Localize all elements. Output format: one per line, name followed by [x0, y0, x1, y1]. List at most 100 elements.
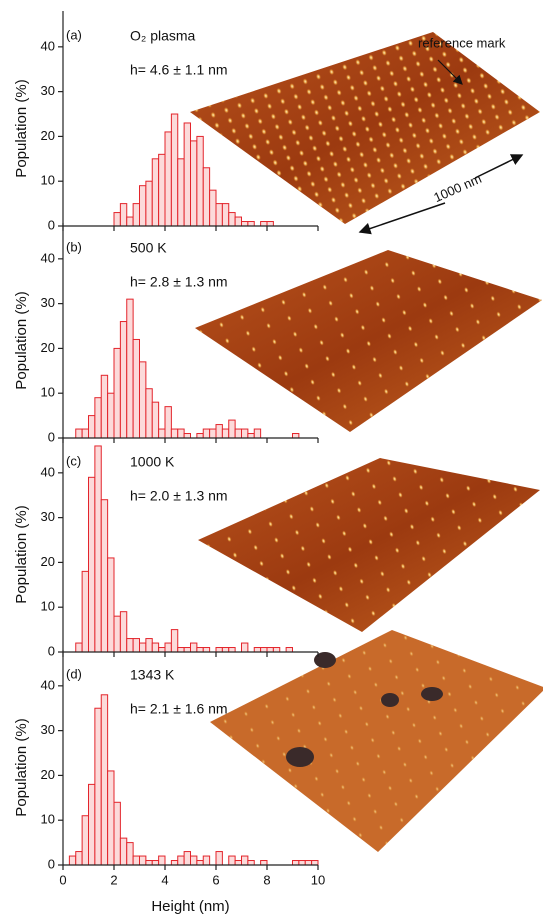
bar	[216, 648, 222, 652]
bar	[235, 861, 241, 865]
bar	[133, 639, 139, 652]
y-tick-label: 0	[48, 643, 55, 658]
bar	[235, 429, 241, 438]
bar	[216, 425, 222, 438]
panel-title: 1000 K	[130, 454, 175, 470]
bar	[95, 398, 101, 438]
bar	[312, 861, 318, 865]
afm-bumps-b	[195, 250, 542, 432]
bar	[178, 648, 184, 652]
bar	[127, 217, 133, 226]
afm-images	[190, 32, 543, 852]
bar	[216, 852, 222, 865]
y-tick-label: 40	[41, 464, 55, 479]
bar	[254, 648, 260, 652]
bar	[82, 816, 88, 865]
bar	[210, 429, 216, 438]
bar	[248, 434, 254, 438]
bar	[140, 643, 146, 652]
y-tick-label: 20	[41, 128, 55, 143]
bar	[197, 861, 203, 865]
y-axis-label: Population (%)	[13, 718, 30, 816]
bar	[178, 429, 184, 438]
bar	[178, 856, 184, 865]
bar	[191, 856, 197, 865]
bar	[197, 434, 203, 438]
bar	[159, 429, 165, 438]
bar	[152, 643, 158, 652]
afm-pit	[421, 687, 443, 701]
annotation: h= 2.1 ± 1.6 nm	[130, 701, 228, 717]
bar	[146, 861, 152, 865]
bar	[184, 434, 190, 438]
bar	[184, 852, 190, 865]
bar	[127, 843, 133, 865]
bar	[165, 643, 171, 652]
bar	[165, 132, 171, 226]
bar	[89, 477, 95, 652]
bar	[254, 429, 260, 438]
bar	[293, 434, 299, 438]
x-tick-label: 4	[161, 872, 168, 887]
bar	[242, 222, 248, 226]
y-tick-label: 20	[41, 554, 55, 569]
bar	[229, 213, 235, 226]
x-tick-label: 8	[263, 872, 270, 887]
bar	[299, 861, 305, 865]
bar	[95, 446, 101, 652]
bar	[89, 784, 95, 865]
afm-bumps-d	[210, 630, 543, 852]
bar	[76, 643, 82, 652]
bar	[120, 322, 126, 438]
scale-arrow	[475, 155, 522, 178]
bar	[261, 861, 267, 865]
bar	[203, 648, 209, 652]
bar	[159, 154, 165, 226]
bar	[222, 204, 228, 226]
bar	[210, 190, 216, 226]
bar	[133, 204, 139, 226]
y-tick-label: 0	[48, 429, 55, 444]
y-tick-label: 30	[41, 722, 55, 737]
y-axis-label: Population (%)	[13, 79, 30, 177]
bar	[171, 861, 177, 865]
bar	[165, 407, 171, 438]
bar	[248, 861, 254, 865]
bar	[101, 375, 107, 438]
bar	[114, 348, 120, 438]
annotation: h= 2.8 ± 1.3 nm	[130, 274, 228, 290]
bar	[82, 571, 88, 652]
y-tick-label: 20	[41, 767, 55, 782]
afm-bumps-c	[198, 458, 540, 632]
bar	[127, 639, 133, 652]
bar	[216, 204, 222, 226]
afm-pit	[286, 747, 314, 767]
bar	[229, 420, 235, 438]
bar	[114, 616, 120, 652]
bar	[114, 213, 120, 226]
bar	[229, 856, 235, 865]
bar	[191, 141, 197, 226]
bar	[140, 362, 146, 438]
bar	[120, 204, 126, 226]
y-tick-label: 40	[41, 677, 55, 692]
y-tick-label: 10	[41, 173, 55, 188]
bar	[261, 648, 267, 652]
bar	[108, 393, 114, 438]
y-tick-label: 10	[41, 385, 55, 400]
bar	[178, 159, 184, 226]
figure: 010203040Population (%)(a)O₂ plasmah= 4.…	[0, 0, 543, 918]
afm-bumps-a	[190, 32, 540, 224]
bar	[248, 222, 254, 226]
y-tick-label: 30	[41, 295, 55, 310]
panel-title: 500 K	[130, 240, 167, 256]
bar	[140, 186, 146, 226]
bar	[95, 708, 101, 865]
panel-label: (c)	[66, 453, 81, 468]
annotation: h= 2.0 ± 1.3 nm	[130, 488, 228, 504]
bar	[146, 389, 152, 438]
bar	[159, 856, 165, 865]
bar	[229, 648, 235, 652]
bar	[203, 429, 209, 438]
x-tick-label: 2	[110, 872, 117, 887]
